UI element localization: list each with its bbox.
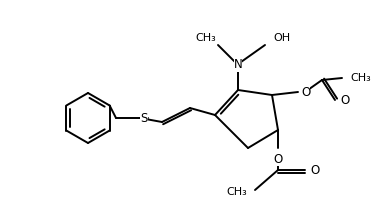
Text: OH: OH <box>273 33 290 43</box>
Text: S: S <box>140 111 148 124</box>
Text: O: O <box>301 85 310 99</box>
Text: CH₃: CH₃ <box>226 187 247 197</box>
Text: CH₃: CH₃ <box>195 33 216 43</box>
Text: N: N <box>233 58 242 71</box>
Text: O: O <box>310 164 319 177</box>
Text: O: O <box>340 94 349 106</box>
Text: O: O <box>273 153 283 166</box>
Text: CH₃: CH₃ <box>350 73 371 83</box>
